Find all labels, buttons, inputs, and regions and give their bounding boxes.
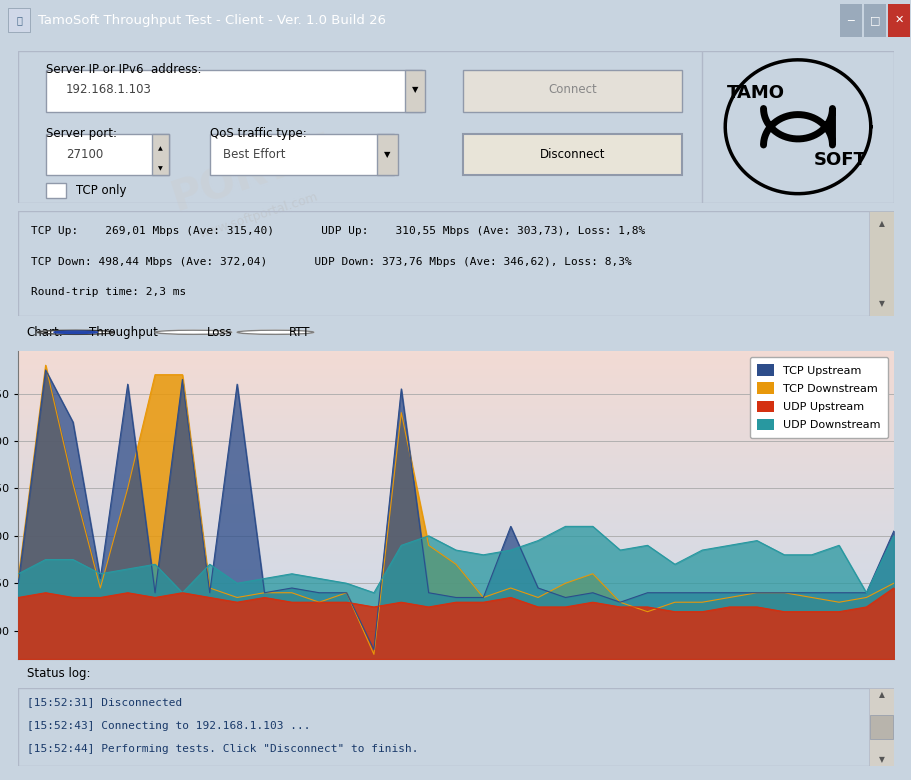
- Text: QoS traffic type:: QoS traffic type:: [210, 126, 306, 140]
- Circle shape: [155, 330, 231, 335]
- Text: 🔊: 🔊: [16, 16, 22, 25]
- Text: ▼: ▼: [411, 85, 418, 94]
- Bar: [887, 4, 909, 37]
- FancyBboxPatch shape: [463, 134, 681, 176]
- Bar: [868, 688, 893, 766]
- Text: Server port:: Server port:: [46, 126, 117, 140]
- Text: Loss: Loss: [207, 326, 232, 339]
- Bar: [839, 4, 861, 37]
- Text: ▲: ▲: [877, 690, 884, 699]
- Text: ▲: ▲: [158, 147, 163, 151]
- Text: Round-trip time: 2,3 ms: Round-trip time: 2,3 ms: [31, 288, 187, 297]
- Text: ▼: ▼: [384, 151, 391, 159]
- Text: TCP Down: 498,44 Mbps (Ave: 372,04)       UDP Down: 373,76 Mbps (Ave: 346,62), L: TCP Down: 498,44 Mbps (Ave: 372,04) UDP …: [31, 257, 631, 267]
- FancyBboxPatch shape: [46, 134, 169, 176]
- Text: TamoSoft Throughput Test - Client - Ver. 1.0 Build 26: TamoSoft Throughput Test - Client - Ver.…: [38, 14, 385, 27]
- Text: ▼: ▼: [158, 166, 163, 171]
- Legend: TCP Upstream, TCP Downstream, UDP Upstream, UDP Downstream: TCP Upstream, TCP Downstream, UDP Upstre…: [749, 356, 887, 438]
- Text: [15:52:43] Connecting to 192.168.1.103 ...: [15:52:43] Connecting to 192.168.1.103 .…: [27, 721, 310, 731]
- Text: 27100: 27100: [66, 148, 103, 161]
- Bar: [863, 4, 885, 37]
- Text: [15:52:44] Performing tests. Click "Disconnect" to finish.: [15:52:44] Performing tests. Click "Disc…: [27, 744, 418, 754]
- Bar: [869, 715, 892, 739]
- Text: ▼: ▼: [877, 755, 884, 764]
- Bar: [46, 183, 66, 198]
- Text: Disconnect: Disconnect: [539, 148, 604, 161]
- Text: Server IP or IPv6  address:: Server IP or IPv6 address:: [46, 63, 201, 76]
- Bar: [151, 134, 169, 176]
- Text: Chart:: Chart:: [26, 326, 63, 339]
- Text: TCP Up:    269,01 Mbps (Ave: 315,40)       UDP Up:    310,55 Mbps (Ave: 303,73),: TCP Up: 269,01 Mbps (Ave: 315,40) UDP Up…: [31, 226, 645, 236]
- Text: 192.168.1.103: 192.168.1.103: [66, 83, 152, 96]
- Text: ▼: ▼: [877, 299, 884, 308]
- Text: TCP only: TCP only: [77, 184, 127, 197]
- FancyBboxPatch shape: [46, 70, 422, 112]
- Bar: [868, 211, 893, 316]
- Bar: [404, 70, 425, 112]
- Text: Status log:: Status log:: [27, 668, 90, 680]
- Circle shape: [54, 331, 97, 334]
- Bar: [377, 134, 397, 176]
- Circle shape: [237, 330, 313, 335]
- Text: ─: ─: [846, 16, 854, 25]
- FancyBboxPatch shape: [210, 134, 394, 176]
- Text: [15:52:31] Disconnected: [15:52:31] Disconnected: [27, 697, 182, 707]
- Text: Best Effort: Best Effort: [223, 148, 286, 161]
- Text: ▲: ▲: [877, 218, 884, 228]
- Circle shape: [37, 330, 114, 335]
- Bar: [8, 8, 30, 33]
- Text: SOFT: SOFT: [813, 151, 865, 169]
- Text: Connect: Connect: [548, 83, 596, 96]
- FancyBboxPatch shape: [463, 70, 681, 112]
- Text: PORTAL: PORTAL: [166, 124, 350, 220]
- Text: RTT: RTT: [289, 326, 311, 339]
- Text: □: □: [869, 16, 879, 25]
- Text: www.softportal.com: www.softportal.com: [197, 190, 319, 241]
- Text: ✕: ✕: [894, 16, 903, 25]
- Text: Throughput: Throughput: [89, 326, 159, 339]
- Text: TAMO: TAMO: [726, 84, 784, 102]
